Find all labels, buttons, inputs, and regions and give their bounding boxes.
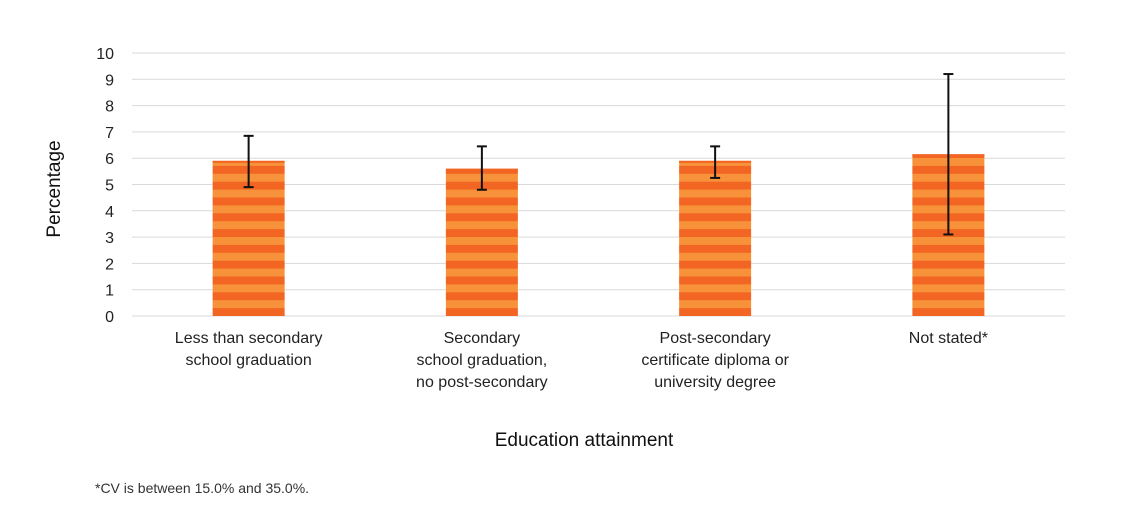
y-tick-label: 7 [105, 125, 114, 142]
x-category-line: Post-secondary [660, 330, 771, 347]
error-bar-4 [943, 73, 954, 236]
bars [212, 154, 985, 316]
y-tick-label: 8 [105, 99, 114, 116]
error-bar-2 [476, 145, 487, 191]
footnote: *CV is between 15.0% and 35.0%. [95, 480, 310, 496]
y-tick-label: 5 [105, 178, 114, 195]
x-category-label: Less than secondary school graduation [175, 330, 323, 369]
y-tick-label: 2 [105, 256, 114, 273]
x-category-line: no post-secondary [416, 374, 548, 391]
y-tick-label: 9 [105, 72, 114, 89]
bar-2 [445, 168, 518, 316]
x-axis-categories: Less than secondary school graduation Seco… [175, 330, 988, 391]
bar-3 [679, 160, 752, 316]
y-tick-label: 6 [105, 151, 114, 168]
bar-chart: 0 1 2 3 4 5 6 7 8 9 10 Less than secondary school g… [44, 46, 1065, 451]
error-bars [243, 73, 954, 236]
y-tick-label: 10 [96, 46, 114, 63]
x-category-line: school graduation [185, 352, 311, 369]
y-tick-label: 4 [105, 204, 114, 221]
y-axis-title: Percentage [44, 140, 65, 237]
x-category-line: school graduation, [416, 352, 547, 369]
x-category-label: Not stated* [909, 330, 988, 347]
y-tick-label: 3 [105, 230, 114, 247]
x-category-line: Not stated* [909, 330, 988, 347]
x-category-line: certificate diploma or [641, 352, 789, 369]
x-axis-title: Education attainment [495, 430, 674, 451]
gridlines [132, 52, 1065, 317]
error-bar-3 [710, 145, 721, 179]
x-category-line: Less than secondary [175, 330, 323, 347]
y-tick-label: 1 [105, 283, 114, 300]
error-bar-1 [243, 134, 254, 189]
x-category-line: Secondary [444, 330, 521, 347]
x-category-label: Secondary school graduation, no post-secon… [416, 330, 548, 391]
x-category-label: Post-secondary certificate diploma or univ… [641, 330, 789, 391]
y-axis-ticks: 0 1 2 3 4 5 6 7 8 9 10 [96, 46, 114, 326]
y-tick-label: 0 [105, 309, 114, 326]
x-category-line: university degree [654, 374, 776, 391]
